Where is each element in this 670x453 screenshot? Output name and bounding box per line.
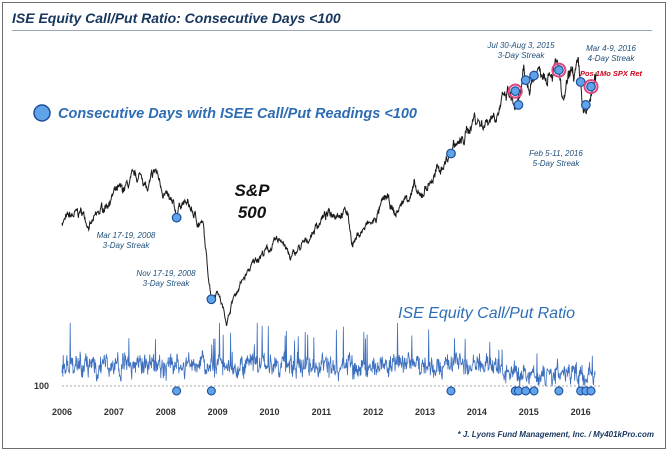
ratio-panel-title: ISE Equity Call/Put Ratio [398, 305, 575, 322]
x-tick-label-2014: 2014 [467, 407, 487, 417]
x-tick-label-2012: 2012 [363, 407, 383, 417]
ratio-marker-5 [521, 386, 531, 396]
x-tick-label-2016: 2016 [571, 407, 591, 417]
ratio-marker-7 [554, 386, 564, 396]
annotation-feb2016-line2: 5-Day Streak [533, 159, 581, 168]
annotation-nov2008-line1: Nov 17-19, 2008 [136, 269, 196, 278]
ratio-marker-6 [529, 386, 539, 396]
annotation-nov2008: Nov 17-19, 2008 3-Day Streak [136, 269, 196, 288]
sp500-marker-4 [513, 100, 524, 110]
sp500-marker-3 [510, 86, 521, 97]
legend: Consecutive Days with ISEE Call/Put Read… [33, 104, 417, 122]
annotation-mar2008-line1: Mar 17-19, 2008 [97, 231, 156, 240]
sp500-label-line2: 500 [238, 203, 267, 222]
sp500-marker-10 [586, 81, 596, 92]
sp500-marker-1 [206, 294, 217, 305]
annotation-feb2016-line1: Feb 5-11, 2016 [529, 149, 583, 158]
annotation-jul2015: Jul 30-Aug 3, 2015 3-Day Streak [486, 41, 555, 60]
annotation-jul2015-line1: Jul 30-Aug 3, 2015 [486, 41, 555, 50]
sp500-marker-highlight-ring-3 [507, 83, 523, 99]
legend-marker [33, 104, 51, 122]
sp500-marker-9 [580, 100, 591, 110]
sp500-line [61, 56, 597, 327]
title-divider [12, 30, 652, 31]
annotation-mar2016-line1: Mar 4-9, 2016 [586, 44, 636, 53]
ratio-100-label: 100 [34, 381, 49, 391]
sp500-marker-8 [575, 77, 586, 87]
x-tick-label-2015: 2015 [519, 407, 539, 417]
sp500-marker-2 [446, 148, 456, 159]
sp500-marker-highlight-ring-10 [583, 79, 599, 95]
ratio-series [61, 322, 596, 389]
annotation-nov2008-line2: 3-Day Streak [143, 279, 191, 288]
x-tick-label-2013: 2013 [415, 407, 435, 417]
sp500-series [61, 56, 597, 327]
annotation-jul2015-line2: 3-Day Streak [498, 51, 546, 60]
sp500-marker-0 [171, 212, 182, 223]
sp500-label-line1: S&P [235, 181, 271, 200]
annotation-mar2008: Mar 17-19, 2008 3-Day Streak [97, 231, 156, 250]
x-tick-label-2008: 2008 [156, 407, 176, 417]
annotation-mar2016: Mar 4-9, 2016 4-Day Streak Pos 1Mo SPX R… [580, 44, 643, 78]
annotation-feb2016: Feb 5-11, 2016 5-Day Streak [529, 149, 583, 168]
ratio-line [61, 322, 596, 389]
x-axis: 2006 2007 2008 2009 2010 2011 2012 2013 2014 2015… [52, 407, 591, 417]
x-tick-label-2011: 2011 [312, 407, 332, 417]
positive-return-label: Pos 1Mo SPX Ret [580, 69, 643, 78]
sp500-marker-highlight-ring-7 [551, 62, 567, 78]
x-tick-label-2006: 2006 [52, 407, 72, 417]
legend-label: Consecutive Days with ISEE Call/Put Read… [58, 106, 417, 122]
sp500-markers [171, 62, 599, 305]
ratio-markers [172, 386, 596, 396]
sp500-marker-6 [529, 70, 539, 81]
credit-text: * J. Lyons Fund Management, Inc. / My401… [457, 430, 655, 439]
x-tick-label-2009: 2009 [208, 407, 228, 417]
annotation-mar2016-line2: 4-Day Streak [588, 54, 636, 63]
sp500-marker-7 [553, 65, 564, 75]
x-tick-label-2007: 2007 [104, 407, 124, 417]
ratio-marker-1 [206, 386, 216, 396]
ratio-marker-2 [446, 386, 456, 396]
sp500-marker-5 [520, 75, 531, 86]
chart-title: ISE Equity Call/Put Ratio: Consecutive D… [12, 10, 341, 26]
ratio-marker-0 [172, 386, 182, 396]
annotation-mar2008-line2: 3-Day Streak [103, 241, 151, 250]
ratio-marker-10 [586, 386, 596, 396]
x-tick-label-2010: 2010 [259, 407, 279, 417]
